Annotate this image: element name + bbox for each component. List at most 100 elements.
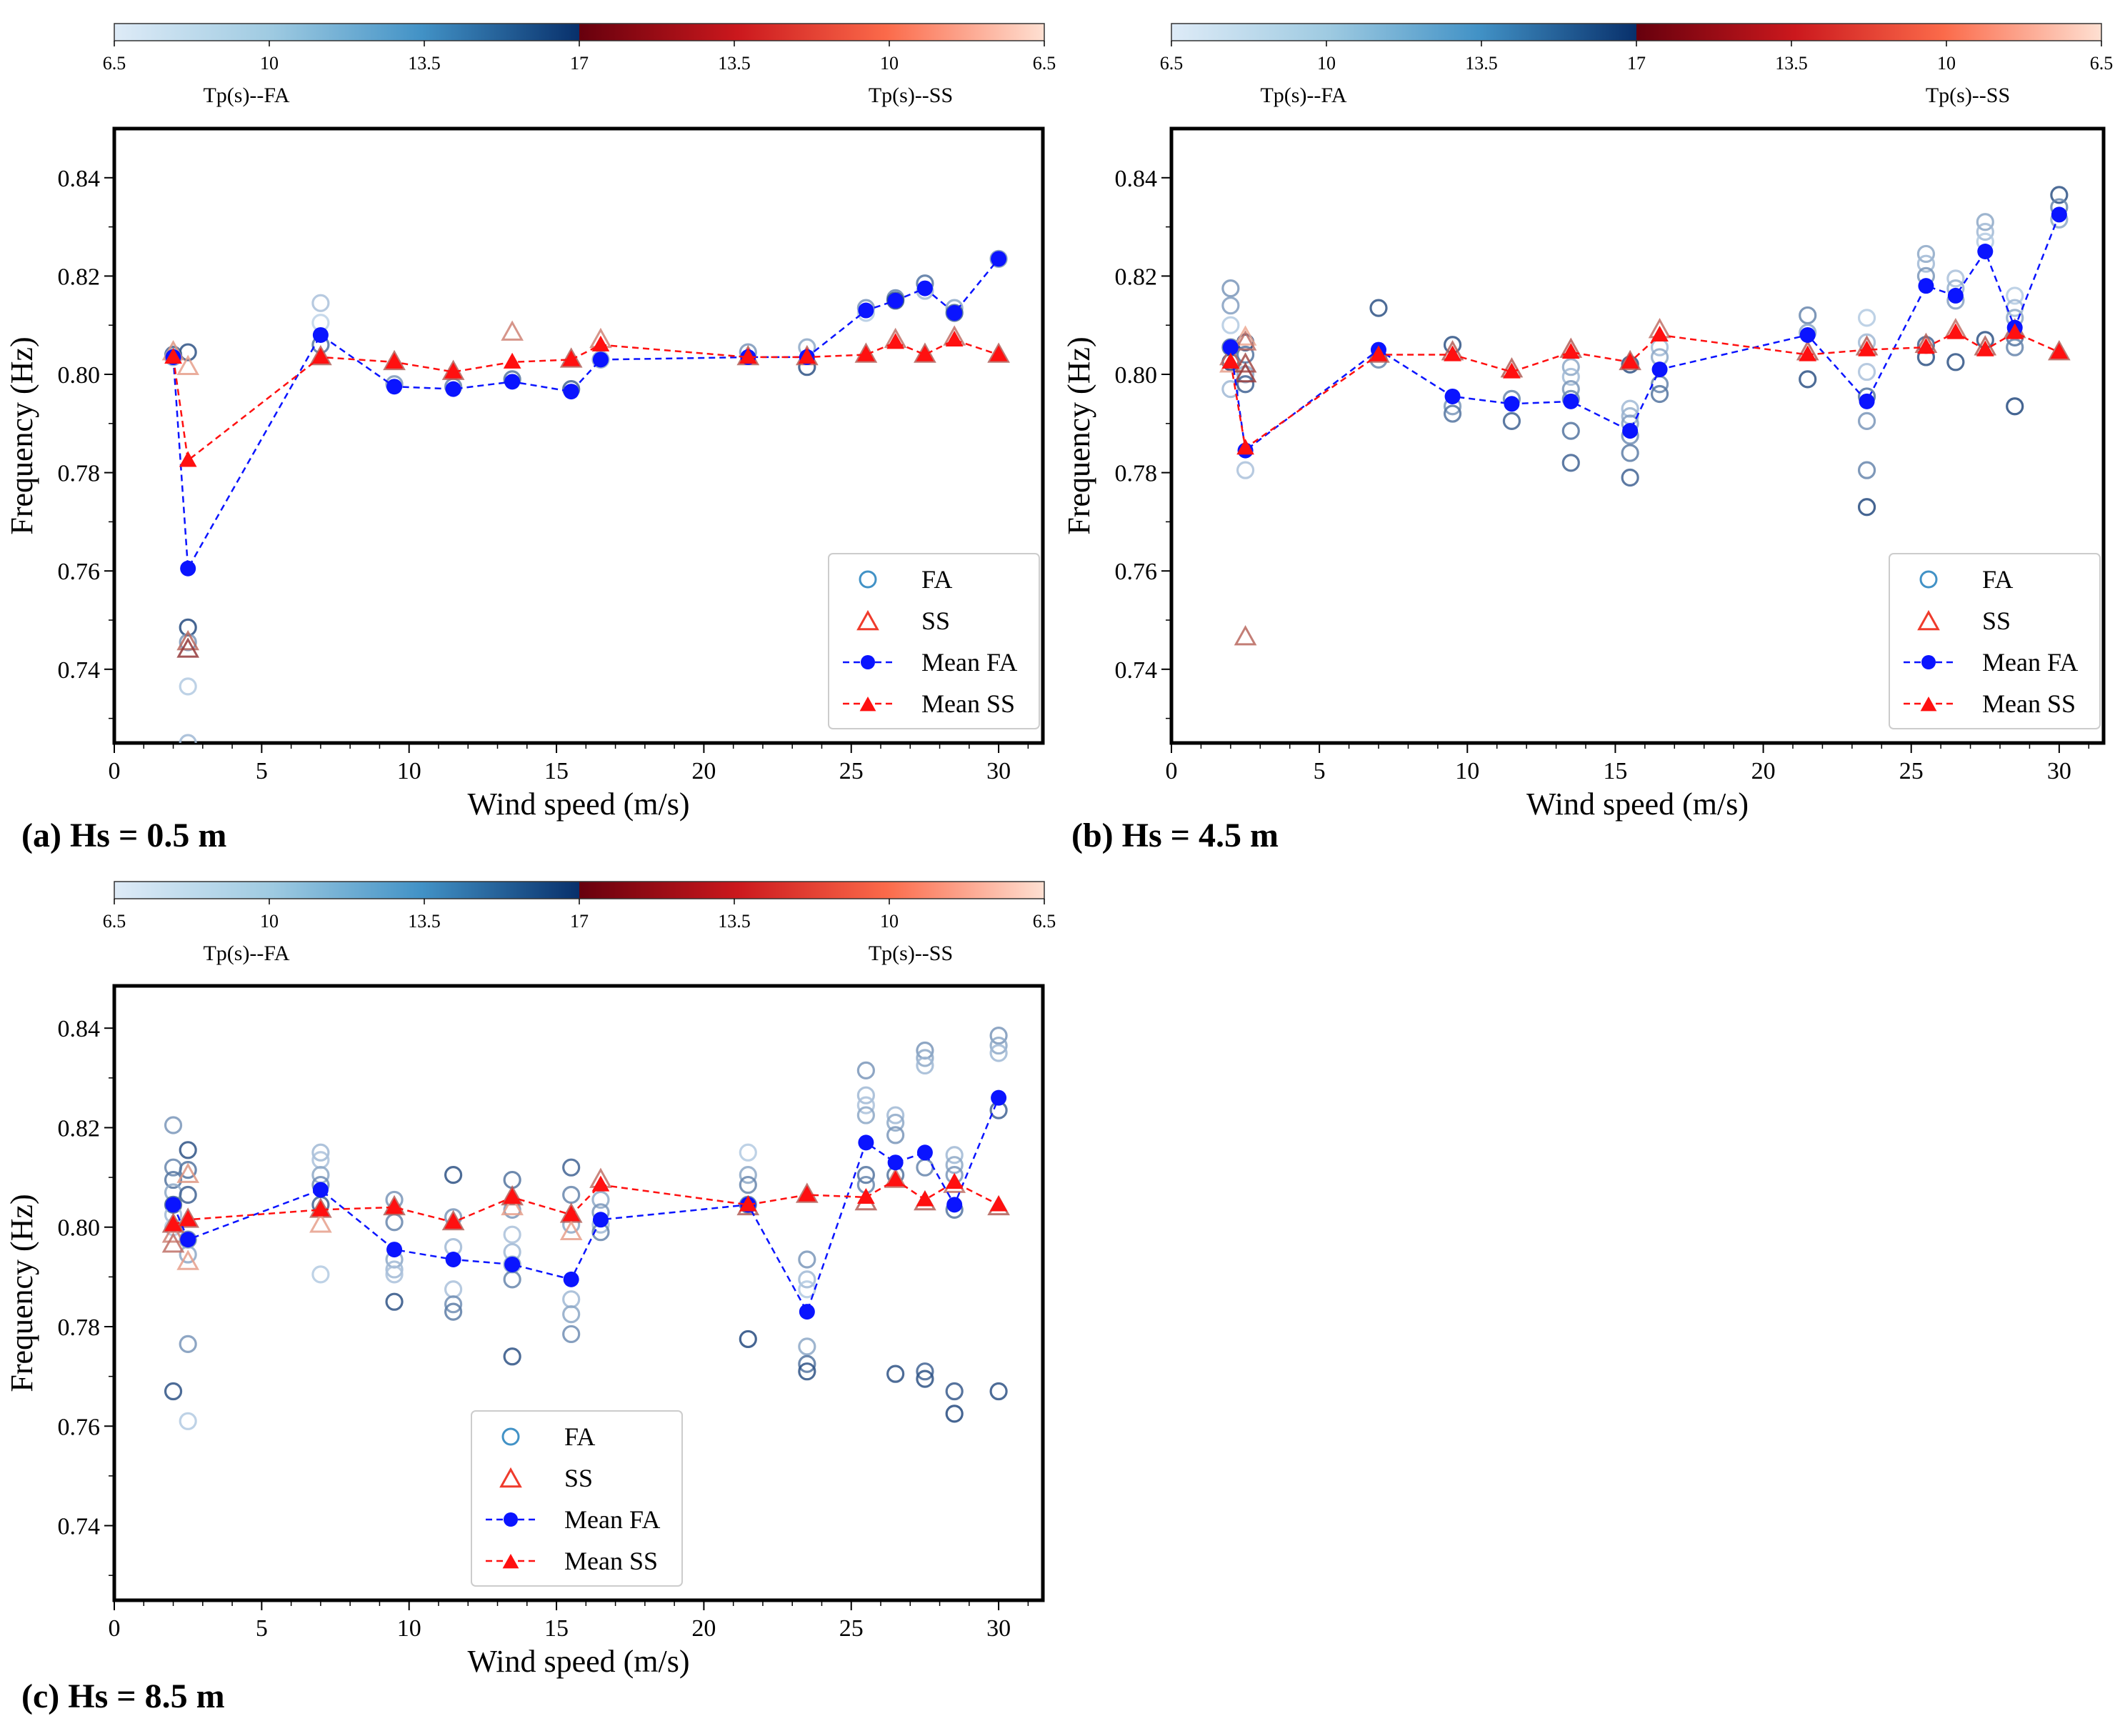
x-tick-label: 10 (397, 758, 421, 784)
y-tick-label: 0.84 (58, 166, 101, 192)
mean-ss-point (164, 1215, 182, 1232)
mean-fa-point (858, 1134, 874, 1151)
ss-point (441, 1209, 465, 1231)
mean-fa-point (504, 374, 521, 390)
fa-point (1221, 296, 1240, 315)
colorbar-tick-label: 10 (1937, 53, 1956, 74)
x-tick-label: 30 (986, 758, 1011, 784)
fa-point (856, 1086, 875, 1104)
fa-point (1857, 411, 1876, 430)
legend-label: Mean FA (564, 1505, 660, 1534)
mean-ss-point (1221, 352, 1240, 369)
x-tick-label: 20 (691, 1615, 716, 1642)
colorbar-label-fa: Tp(s)--FA (1260, 84, 1346, 107)
colorbar-tick-label: 10 (880, 53, 899, 74)
fa-point (739, 1143, 757, 1162)
fa-point (385, 1292, 404, 1311)
fa-point (1857, 362, 1876, 381)
fa-point (1976, 213, 1994, 231)
ss-point (161, 1222, 185, 1243)
mean-ss-point (591, 1175, 610, 1192)
fa-point (1221, 316, 1240, 334)
ss-point (176, 1249, 200, 1270)
mean-ss-point (444, 362, 462, 379)
y-axis-label: Frequency (Hz) (4, 1194, 39, 1392)
mean-fa-point (916, 1144, 933, 1161)
fa-point (1443, 404, 1462, 423)
ss-point (1234, 330, 1257, 351)
legend-ss-marker (499, 1467, 522, 1488)
legend-mean-fa-marker (1921, 655, 1936, 669)
mean-ss-point (503, 1187, 521, 1204)
fa-point (444, 1166, 463, 1184)
ss-point (1234, 361, 1257, 383)
mean-fa-point (386, 379, 403, 395)
mean-fa-point (946, 1197, 963, 1213)
fa-point (886, 1113, 905, 1132)
fa-point (562, 1290, 581, 1309)
y-tick-label: 0.76 (1115, 559, 1158, 585)
legend: FA SS Mean FA Mean SS (471, 1410, 683, 1587)
fa-point (916, 1158, 934, 1177)
legend-mean-ss-marker (859, 697, 876, 712)
colorbar-tick-label: 17 (570, 53, 589, 74)
fa-point (1976, 222, 1994, 241)
mean-ss-point (385, 1197, 404, 1214)
y-tick-label: 0.76 (58, 559, 101, 585)
legend-mean-fa-marker (504, 1512, 518, 1527)
mean-fa-point (1651, 361, 1668, 378)
legend-label: FA (1982, 565, 2013, 594)
x-tick-label: 5 (256, 1615, 268, 1642)
fa-point (739, 1166, 757, 1184)
fa-point (1561, 421, 1580, 440)
mean-ss-point (945, 330, 964, 346)
colorbar-tick-label: 13.5 (1775, 53, 1808, 74)
fa-point (562, 1305, 581, 1324)
fa-point (503, 1225, 521, 1244)
x-tick-label: 30 (2047, 758, 2071, 784)
chart-panel-2: 6.5 10 13.5 17 13.5 10 6.5 Tp(s)--FA Tp(s)--SS 0 5… (1061, 23, 2113, 854)
mean-ss-point (886, 333, 905, 349)
colorbar-tick-label: 6.5 (103, 911, 126, 932)
mean-ss-point (311, 347, 330, 364)
chart-panel-1: 6.5 10 13.5 17 13.5 10 6.5 Tp(s)--FA Tp(s)--SS 0 5… (4, 23, 1056, 854)
fa-point (886, 1365, 905, 1383)
x-tick-label: 0 (109, 758, 121, 784)
mean-ss-point (591, 335, 610, 351)
fa-point (1946, 269, 1965, 288)
mean-fa-point (887, 292, 904, 309)
legend-fa-marker (501, 1427, 520, 1446)
mean-ss-point (1858, 340, 1876, 356)
mean-ss-line (172, 339, 999, 462)
fa-point (179, 677, 197, 696)
fa-point (856, 1166, 875, 1184)
fa-point (179, 1185, 197, 1204)
y-tick-label: 0.84 (1115, 166, 1158, 192)
fa-point (179, 1141, 197, 1159)
ss-point (161, 1232, 185, 1253)
plot-area (161, 249, 1010, 743)
y-tick-label: 0.82 (58, 264, 101, 290)
ss-point (176, 629, 200, 651)
ss-point (1619, 349, 1641, 371)
legend-label: FA (921, 565, 952, 594)
mean-ss-point (857, 1187, 875, 1204)
mean-fa-point (180, 560, 196, 577)
mean-ss-line (173, 1179, 999, 1226)
plot-area (1219, 186, 2071, 646)
mean-fa-point (1977, 244, 1994, 259)
colorbar (114, 881, 1045, 899)
legend-label: Mean SS (1982, 689, 2076, 718)
fa-point (1916, 244, 1936, 264)
mean-ss-point (739, 1195, 757, 1212)
mean-fa-point (445, 381, 461, 397)
fa-point (916, 1049, 934, 1067)
legend-label: FA (564, 1422, 595, 1451)
fa-point (1561, 367, 1580, 386)
ss-point (383, 349, 406, 371)
fa-point (179, 734, 197, 743)
fa-point (945, 1382, 964, 1401)
plot-frame (112, 126, 1045, 745)
mean-fa-point (946, 305, 963, 321)
fa-point (1799, 306, 1817, 325)
